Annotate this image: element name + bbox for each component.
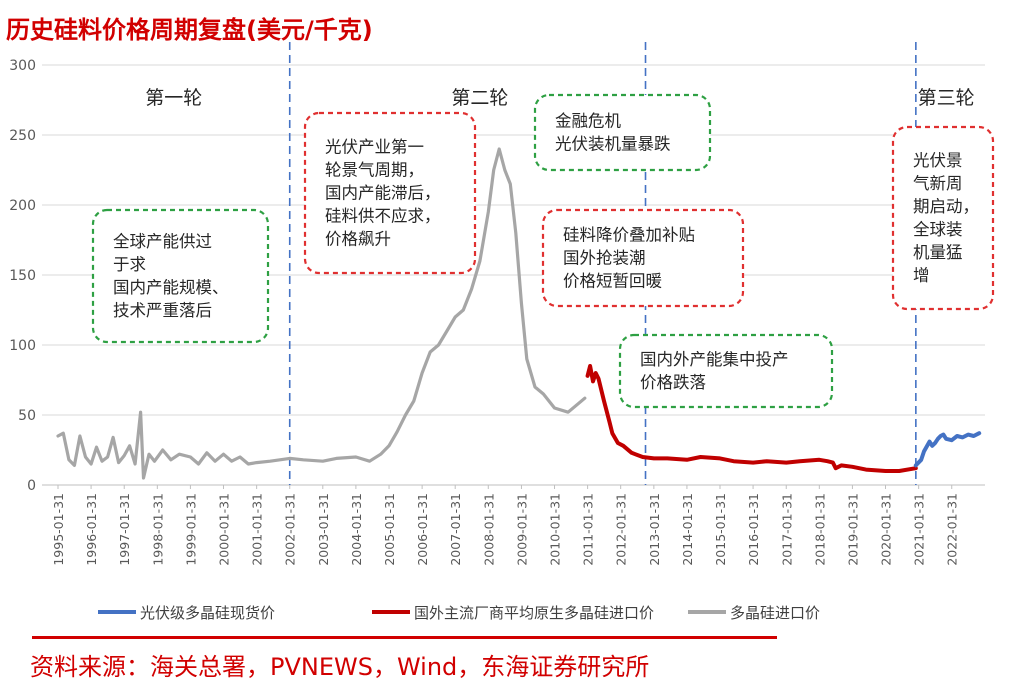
annotation-text: 气新周: [913, 174, 963, 193]
annotation-box: [533, 93, 712, 172]
annotation-text: 全球产能供过: [113, 232, 212, 251]
x-tick-label: 2019-01-31: [845, 493, 860, 566]
series-line: [585, 364, 918, 473]
x-tick-label: 2010-01-31: [548, 493, 563, 566]
x-tick-label: 2000-01-31: [216, 493, 231, 566]
annotation-text: 于求: [113, 255, 146, 274]
y-tick-label: 100: [9, 338, 36, 354]
x-tick-label: 1997-01-31: [117, 493, 132, 566]
x-tick-label: 2001-01-31: [250, 493, 265, 566]
y-axis: 0 50 100 150 200 250 300: [9, 58, 36, 494]
series-lines: [56, 147, 982, 480]
x-tick-label: 2020-01-31: [878, 493, 893, 566]
x-tick-label: 2005-01-31: [382, 493, 397, 566]
x-tick-label: 2016-01-31: [746, 493, 761, 566]
x-tick-label: 2015-01-31: [713, 493, 728, 566]
legend-label: 光伏级多晶硅现货价: [140, 604, 275, 622]
series-line: [56, 147, 587, 480]
annotation-text: 国内产能规模、: [113, 278, 229, 297]
y-tick-label: 150: [9, 268, 36, 284]
phase-labels: 第一轮 第二轮 第三轮: [145, 87, 974, 109]
annotation-text: 价格飙升: [325, 230, 391, 249]
annotation-text: 金融危机: [555, 112, 622, 131]
annotation-text: 国内产能滞后，: [325, 184, 441, 203]
phase-label: 第二轮: [451, 87, 508, 109]
annotation-text: 期启动，: [913, 197, 979, 216]
annotation-text: 光伏产业第一: [325, 138, 424, 157]
annotation-box: [303, 111, 477, 275]
annotation-text: 国内外产能集中投产: [640, 350, 789, 369]
phase-label: 第一轮: [145, 87, 202, 109]
x-tick-label: 2008-01-31: [481, 493, 496, 566]
legend: 光伏级多晶硅现货价 国外主流厂商平均原生多晶硅进口价 多晶硅进口价: [98, 604, 820, 622]
annotation-text: 硅料降价叠加补贴: [563, 226, 695, 245]
x-tick-label: 2003-01-31: [316, 493, 331, 566]
annotation-box: [891, 125, 995, 311]
y-tick-label: 50: [18, 408, 36, 424]
annotation-text: 机量猛: [913, 243, 963, 262]
x-tick-label: 2009-01-31: [514, 493, 529, 566]
chart-title: 历史硅料价格周期复盘(美元/千克): [6, 16, 373, 44]
x-tick-label: 2017-01-31: [779, 493, 794, 566]
annotation-text: 硅料供不应求，: [325, 207, 441, 226]
x-tick-label: 1996-01-31: [84, 493, 99, 566]
x-tick-label: 2021-01-31: [912, 493, 927, 566]
x-tick-label: 1995-01-31: [51, 493, 66, 566]
x-axis: 1995-01-31 1996-01-31 1997-01-31 1998-01-31…: [42, 484, 985, 566]
annotation-box: [541, 208, 745, 308]
series-line: [913, 431, 982, 468]
annotation-box: [618, 333, 834, 409]
legend-label: 多晶硅进口价: [730, 604, 820, 622]
y-tick-label: 300: [9, 58, 36, 74]
annotation-text: 光伏景: [913, 151, 963, 170]
x-tick-label: 2022-01-31: [945, 493, 960, 566]
x-tick-label: 1998-01-31: [150, 493, 165, 566]
annotation-text: 价格短暂回暖: [563, 272, 662, 291]
x-tick-label: 2014-01-31: [680, 493, 695, 566]
y-tick-label: 0: [27, 478, 36, 494]
y-tick-label: 200: [9, 198, 36, 214]
x-tick-label: 2002-01-31: [283, 493, 298, 566]
x-tick-label: 2012-01-31: [614, 493, 629, 566]
x-tick-label: 2018-01-31: [812, 493, 827, 566]
x-tick-label: 2011-01-31: [581, 493, 596, 566]
annotation-text: 价格跌落: [640, 373, 707, 392]
legend-label: 国外主流厂商平均原生多晶硅进口价: [414, 604, 654, 622]
x-tick-label: 2007-01-31: [448, 493, 463, 566]
annotation-text: 全球装: [913, 220, 963, 239]
source-divider: [32, 636, 777, 639]
x-tick-label: 2013-01-31: [647, 493, 662, 566]
annotation-text: 技术严重落后: [113, 301, 212, 320]
annotation-box: [91, 208, 270, 344]
annotation-text: 轮景气周期，: [325, 161, 424, 180]
x-tick-label: 2004-01-31: [349, 493, 364, 566]
annotation-text: 光伏装机量暴跌: [555, 135, 671, 154]
source-note: 资料来源：海关总署，PVNEWS，Wind，东海证券研究所: [30, 653, 650, 681]
annotation-text: 增: [913, 266, 930, 285]
annotation-text: 国外抢装潮: [563, 249, 646, 268]
y-tick-label: 250: [9, 128, 36, 144]
x-tick-label: 1999-01-31: [183, 493, 198, 566]
phase-label: 第三轮: [918, 87, 975, 109]
x-tick-label: 2006-01-31: [415, 493, 430, 566]
